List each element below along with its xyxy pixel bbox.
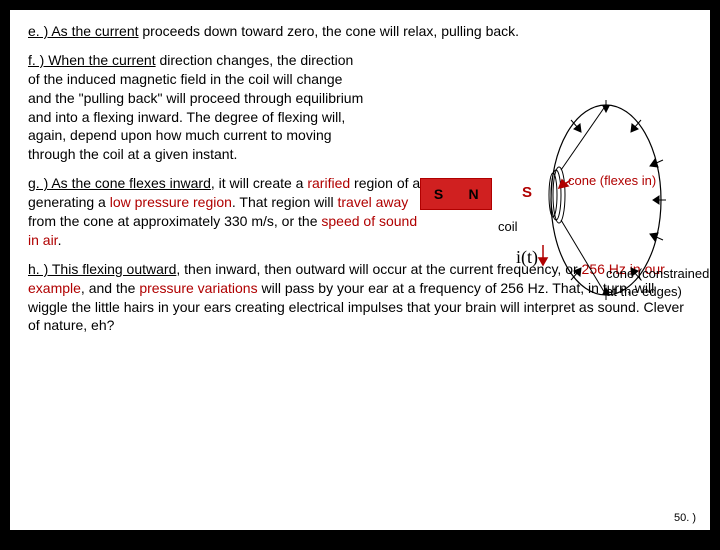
speaker-diagram: S N S coil cone (flexes in) i(t) cone (c… (416, 90, 696, 310)
para-f-rest: direction changes, the direction of the … (28, 52, 363, 162)
para-h-lead: h. ) This flexing outward (28, 261, 176, 277)
cone-svg (531, 100, 681, 300)
para-h-r2: , and the (81, 280, 139, 296)
magnet-s-label: S (421, 179, 456, 209)
para-g-travel: travel away (337, 194, 408, 210)
para-g-lowpressure: low pressure region (110, 194, 232, 210)
magnet: S N (420, 178, 492, 210)
page-number: 50. ) (674, 511, 696, 526)
paragraph-f: f. ) When the current direction changes,… (28, 51, 368, 164)
paragraph-e: e. ) As the current proceeds down toward… (28, 22, 688, 41)
para-e-rest: proceeds down toward zero, the cone will… (139, 23, 520, 39)
para-g-r3: . That region will (232, 194, 338, 210)
para-g-lead: g. ) As the cone flexes inward (28, 175, 211, 191)
para-h-pv: pressure variations (139, 280, 257, 296)
para-g-r1: , it will create a (211, 175, 307, 191)
paragraph-g: g. ) As the cone flexes inward, it will … (28, 174, 428, 250)
para-g-rarified: rarified (307, 175, 350, 191)
para-g-r4: from the cone at approximately 330 m/s, … (28, 213, 321, 229)
magnet-n-label: N (456, 179, 491, 209)
coil-label: coil (498, 218, 518, 236)
para-f-lead: f. ) When the current (28, 52, 156, 68)
para-g-r5: . (58, 232, 62, 248)
para-e-lead: e. ) As the current (28, 23, 139, 39)
slide: e. ) As the current proceeds down toward… (10, 10, 710, 530)
